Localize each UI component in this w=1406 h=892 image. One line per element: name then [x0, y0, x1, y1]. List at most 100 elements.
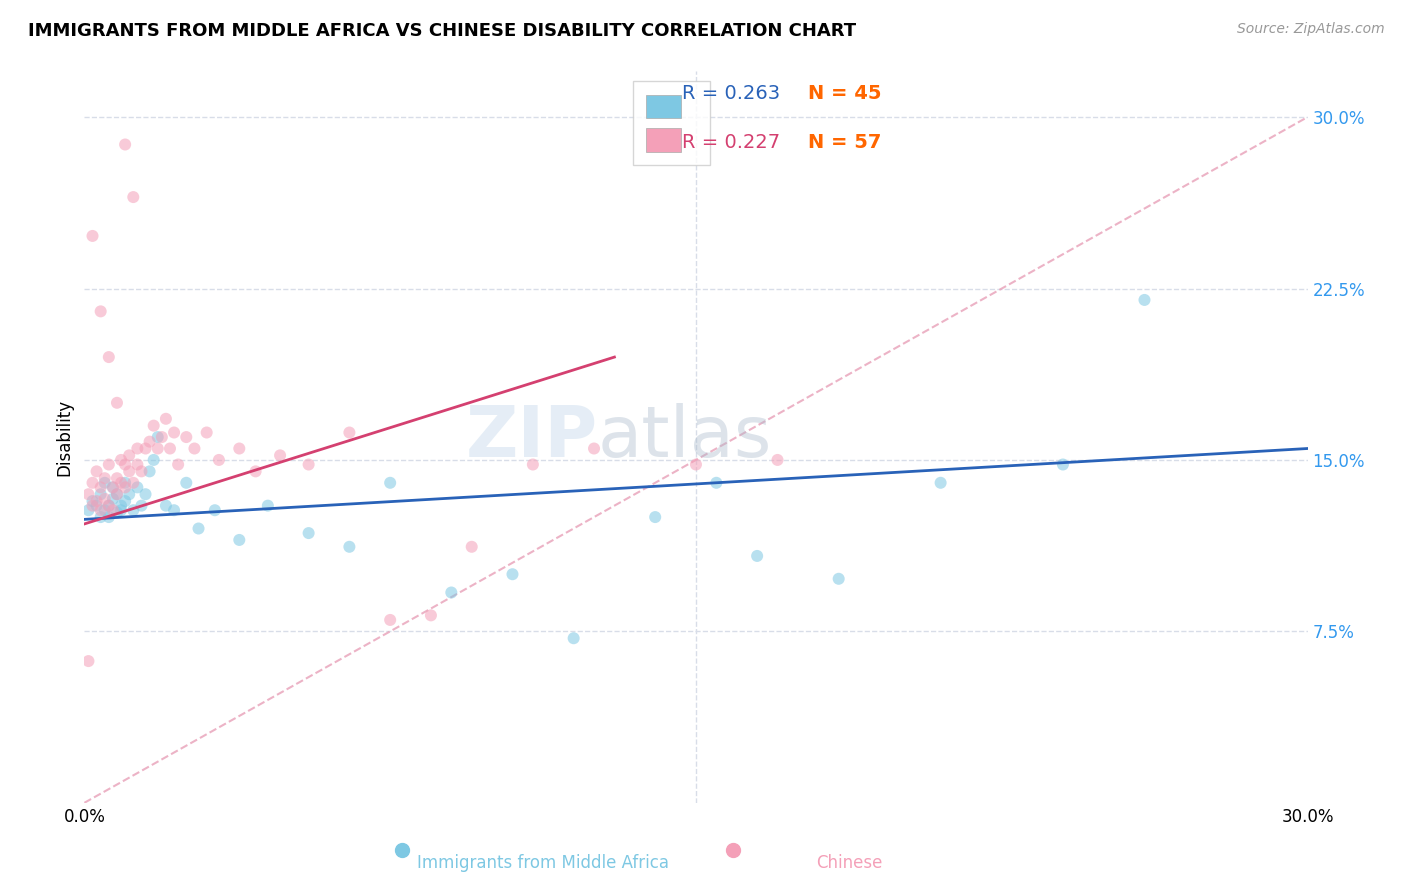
- Point: [110, 503, 132, 517]
- Point: [86, 494, 108, 508]
- Text: Chinese: Chinese: [815, 854, 882, 872]
- Point: [183, 442, 205, 456]
- Point: [131, 499, 153, 513]
- Point: [114, 480, 136, 494]
- Point: [82, 494, 104, 508]
- Point: [114, 494, 136, 508]
- Point: [298, 458, 321, 472]
- Point: [122, 475, 145, 490]
- Point: [90, 503, 112, 517]
- Point: [685, 458, 707, 472]
- Point: [339, 425, 361, 440]
- Point: [766, 453, 789, 467]
- Point: [82, 229, 104, 244]
- Point: [380, 613, 402, 627]
- Point: [142, 453, 165, 467]
- Point: [138, 464, 160, 478]
- Point: [90, 304, 112, 318]
- Point: [101, 480, 124, 494]
- Text: ZIP: ZIP: [465, 402, 598, 472]
- Point: [163, 425, 186, 440]
- Point: [127, 442, 149, 456]
- Point: [228, 533, 250, 547]
- Point: [90, 480, 112, 494]
- Point: [101, 491, 124, 506]
- Point: [522, 458, 544, 472]
- Point: [155, 412, 177, 426]
- Point: [82, 475, 104, 490]
- Point: [138, 434, 160, 449]
- Point: [86, 464, 108, 478]
- Text: Immigrants from Middle Africa: Immigrants from Middle Africa: [418, 854, 669, 872]
- Text: IMMIGRANTS FROM MIDDLE AFRICA VS CHINESE DISABILITY CORRELATION CHART: IMMIGRANTS FROM MIDDLE AFRICA VS CHINESE…: [28, 22, 856, 40]
- Point: [77, 487, 100, 501]
- Point: [298, 526, 321, 541]
- Point: [828, 572, 851, 586]
- Point: [146, 430, 169, 444]
- Point: [1052, 458, 1074, 472]
- Point: [110, 499, 132, 513]
- Point: [339, 540, 361, 554]
- Text: N = 57: N = 57: [808, 133, 882, 153]
- Point: [502, 567, 524, 582]
- Point: [195, 425, 218, 440]
- Point: [110, 453, 132, 467]
- Point: [159, 442, 181, 456]
- Y-axis label: Disability: Disability: [55, 399, 73, 475]
- Point: [131, 464, 153, 478]
- Text: R = 0.227: R = 0.227: [682, 133, 780, 153]
- Point: [135, 487, 157, 501]
- Point: [97, 350, 120, 364]
- Point: [245, 464, 267, 478]
- Point: [93, 471, 115, 485]
- Point: [118, 449, 141, 463]
- Legend: , : ,: [633, 81, 710, 166]
- Point: [142, 418, 165, 433]
- Point: [110, 475, 132, 490]
- Point: [380, 475, 402, 490]
- Point: [208, 453, 231, 467]
- Point: [257, 499, 280, 513]
- Point: [122, 190, 145, 204]
- Text: N = 45: N = 45: [808, 84, 882, 103]
- Point: [105, 487, 128, 501]
- Point: [93, 475, 115, 490]
- Point: [101, 480, 124, 494]
- Point: [114, 137, 136, 152]
- Point: [97, 510, 120, 524]
- Point: [167, 458, 190, 472]
- Point: [269, 449, 291, 463]
- Point: [93, 491, 115, 506]
- Point: [93, 503, 115, 517]
- Point: [440, 585, 463, 599]
- Point: [122, 503, 145, 517]
- Point: [114, 475, 136, 490]
- Point: [644, 510, 666, 524]
- Point: [146, 442, 169, 456]
- Point: [77, 654, 100, 668]
- Point: [77, 503, 100, 517]
- Point: [97, 499, 120, 513]
- Text: atlas: atlas: [598, 402, 772, 472]
- Point: [150, 430, 173, 444]
- Point: [105, 396, 128, 410]
- Point: [101, 503, 124, 517]
- Point: [97, 458, 120, 472]
- Point: [86, 499, 108, 513]
- Point: [155, 499, 177, 513]
- Point: [127, 458, 149, 472]
- Point: [90, 510, 112, 524]
- Point: [420, 608, 443, 623]
- Point: [82, 499, 104, 513]
- Point: [461, 540, 484, 554]
- Point: [187, 521, 209, 535]
- Point: [97, 499, 120, 513]
- Point: [1133, 293, 1156, 307]
- Point: [706, 475, 728, 490]
- Point: [105, 506, 128, 520]
- Point: [204, 503, 226, 517]
- Point: [174, 430, 197, 444]
- Point: [90, 487, 112, 501]
- Point: [174, 475, 197, 490]
- Point: [114, 458, 136, 472]
